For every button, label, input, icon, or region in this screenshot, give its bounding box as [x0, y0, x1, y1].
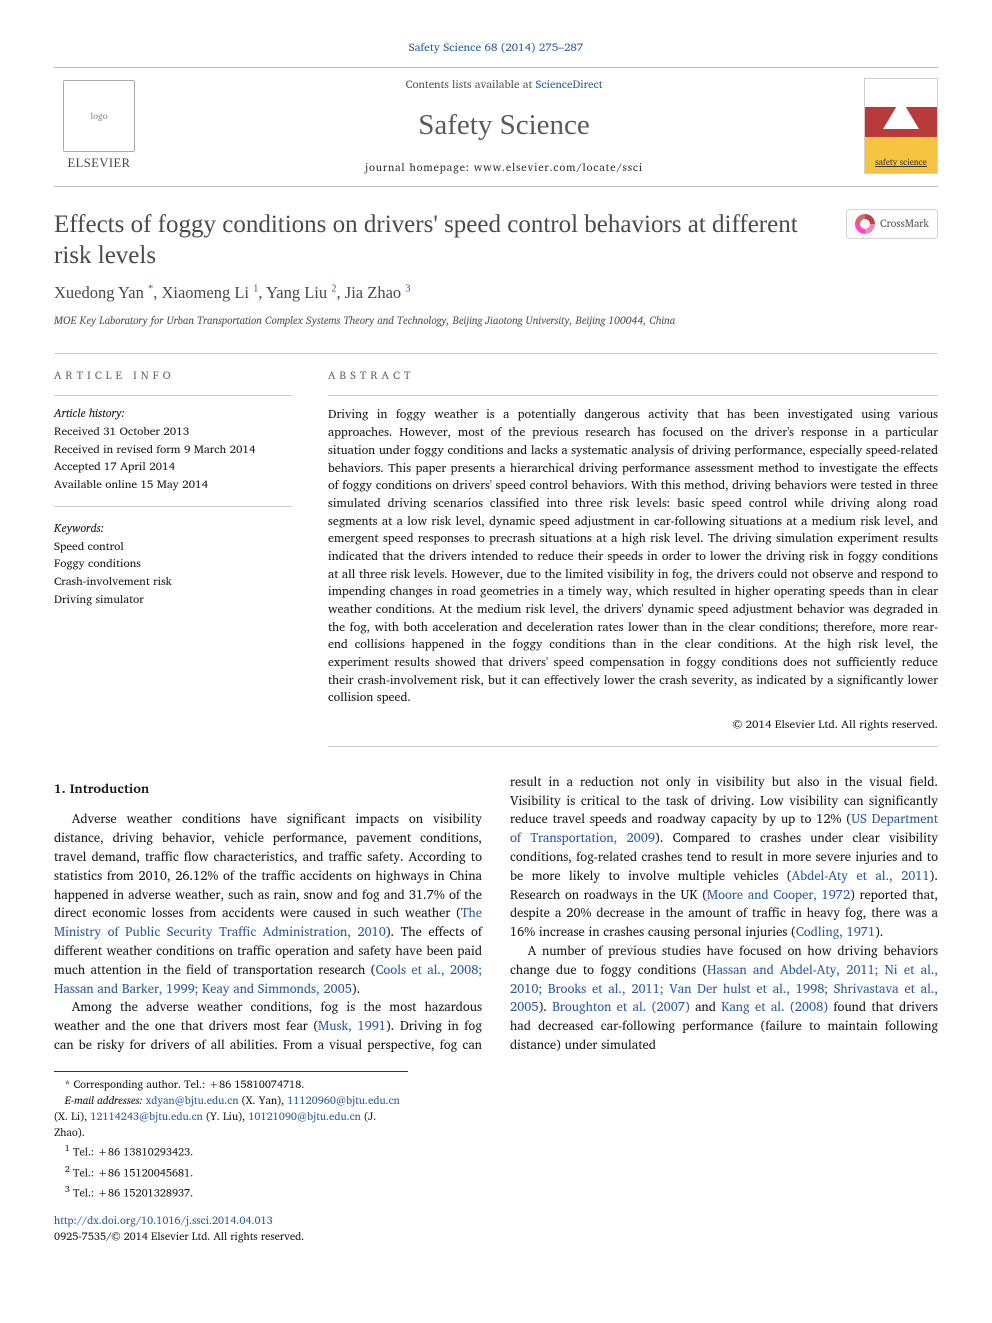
history-line: Available online 15 May 2014	[54, 477, 292, 494]
abstract-block: ABSTRACT Driving in foggy weather is a p…	[328, 368, 938, 747]
author: Xiaomeng Li	[161, 283, 249, 302]
email-addresses: E-mail addresses: xdyan@bjtu.edu.cn (X. …	[54, 1093, 408, 1140]
publisher-logo: logo ELSEVIER	[54, 80, 144, 172]
body-paragraph: Adverse weather conditions have signific…	[54, 810, 482, 998]
tel-footnote: 2 Tel.: +86 15120045681.	[54, 1162, 408, 1181]
page-footer: http://dx.doi.org/10.1016/j.ssci.2014.04…	[54, 1213, 938, 1244]
article-body: 1. Introduction Adverse weather conditio…	[54, 773, 938, 1055]
running-head: Safety Science 68 (2014) 275–287	[54, 40, 938, 57]
affil-marker[interactable]: 3	[405, 284, 410, 295]
email-link[interactable]: 12114243@bjtu.edu.cn	[90, 1107, 202, 1125]
abstract-label: ABSTRACT	[328, 368, 938, 384]
history-line: Received in revised form 9 March 2014	[54, 442, 292, 459]
elsevier-tree-icon: logo	[63, 80, 135, 152]
crossmark-icon	[855, 214, 875, 234]
author: Xuedong Yan	[54, 283, 144, 302]
journal-cover-thumbnail: safety science	[864, 78, 938, 174]
article-info-block: ARTICLE INFO Article history: Received 3…	[54, 368, 292, 747]
corresponding-author-note: * Corresponding author. Tel.: +86 158100…	[54, 1077, 408, 1093]
publisher-name: ELSEVIER	[54, 154, 144, 172]
author-list: Xuedong Yan *, Xiaomeng Li 1, Yang Liu 2…	[54, 281, 938, 305]
sciencedirect-link[interactable]: ScienceDirect	[536, 75, 603, 93]
citation-link[interactable]: Safety Science 68 (2014) 275–287	[409, 38, 584, 57]
affil-marker[interactable]: 2	[331, 284, 336, 295]
affil-marker[interactable]: 1	[253, 284, 258, 295]
contents-available-line: Contents lists available at ScienceDirec…	[162, 76, 846, 92]
corr-marker[interactable]: *	[148, 284, 153, 295]
issn-copyright: 0925-7535/© 2014 Elsevier Ltd. All right…	[54, 1227, 304, 1245]
author: Yang Liu	[266, 283, 327, 302]
crossmark-label: CrossMark	[880, 216, 929, 231]
journal-name: Safety Science	[162, 104, 846, 146]
section-heading-introduction: 1. Introduction	[54, 779, 482, 799]
tel-footnote: 3 Tel.: +86 15201328937.	[54, 1182, 408, 1201]
journal-homepage: journal homepage: www.elsevier.com/locat…	[162, 160, 846, 176]
history-line: Received 31 October 2013	[54, 424, 292, 441]
keyword: Driving simulator	[54, 592, 292, 609]
history-heading: Article history:	[54, 406, 292, 423]
article-info-label: ARTICLE INFO	[54, 368, 292, 384]
author: Jia Zhao	[345, 283, 401, 302]
keyword: Foggy conditions	[54, 556, 292, 573]
journal-header: logo ELSEVIER Contents lists available a…	[54, 67, 938, 187]
keywords-heading: Keywords:	[54, 521, 292, 538]
history-line: Accepted 17 April 2014	[54, 459, 292, 476]
keyword: Crash-involvement risk	[54, 574, 292, 591]
keyword: Speed control	[54, 539, 292, 556]
tel-footnote: 1 Tel.: +86 13810293423.	[54, 1141, 408, 1160]
body-paragraph: A number of previous studies have focuse…	[510, 942, 938, 1055]
email-link[interactable]: 10121090@bjtu.edu.cn	[248, 1107, 360, 1125]
homepage-url[interactable]: www.elsevier.com/locate/ssci	[474, 158, 643, 176]
abstract-text: Driving in foggy weather is a potentiall…	[328, 406, 938, 707]
footnotes-block: * Corresponding author. Tel.: +86 158100…	[54, 1071, 408, 1201]
abstract-copyright: © 2014 Elsevier Ltd. All rights reserved…	[328, 717, 938, 734]
affiliation: MOE Key Laboratory for Urban Transportat…	[54, 313, 938, 328]
article-title: Effects of foggy conditions on drivers' …	[54, 209, 832, 272]
crossmark-badge[interactable]: CrossMark	[846, 209, 938, 239]
